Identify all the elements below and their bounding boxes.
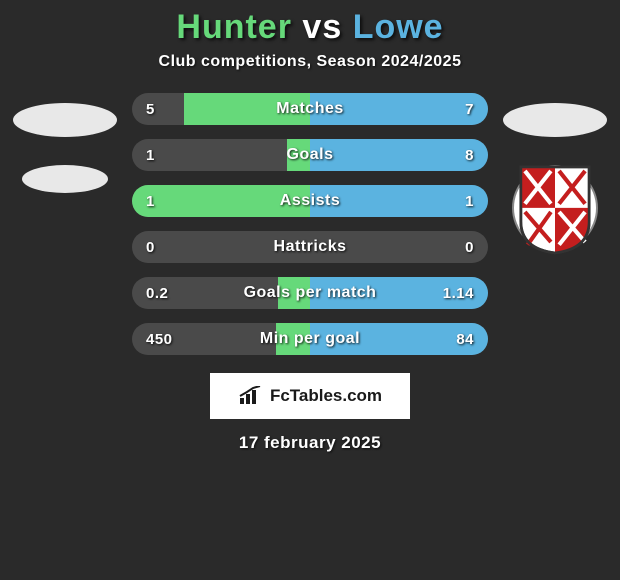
- player1-name: Hunter: [176, 8, 292, 46]
- stat-right-value: 84: [456, 331, 474, 348]
- vs-label: vs: [302, 8, 342, 46]
- content-area: 5 Matches 7 1 Goals 8 1 Assists 1 0 Hattricks 0 0.2 G…: [0, 93, 620, 355]
- stat-label: Goals per match: [244, 284, 377, 302]
- stat-row: 0 Hattricks 0: [132, 231, 488, 263]
- stat-right-value: 7: [465, 101, 474, 118]
- stat-left-value: 450: [146, 331, 173, 348]
- stat-left-value: 1: [146, 193, 155, 210]
- stat-right-value: 1.14: [443, 285, 474, 302]
- stat-left-value: 0: [146, 239, 155, 256]
- stat-row: 450 Min per goal 84: [132, 323, 488, 355]
- stat-left-value: 5: [146, 101, 155, 118]
- right-badge-column: [500, 93, 610, 251]
- stat-label: Matches: [276, 100, 344, 118]
- date-label: 17 february 2025: [0, 433, 620, 453]
- stat-left-value: 1: [146, 147, 155, 164]
- title-row: Hunter vs Lowe: [0, 0, 620, 53]
- club-crest: [512, 165, 598, 251]
- stat-right-value: 0: [465, 239, 474, 256]
- stat-row: 1 Assists 1: [132, 185, 488, 217]
- left-badge-column: [10, 93, 120, 193]
- branding-icon: [238, 386, 264, 406]
- player2-name: Lowe: [353, 8, 444, 46]
- stat-row: 0.2 Goals per match 1.14: [132, 277, 488, 309]
- stat-label: Min per goal: [260, 330, 360, 348]
- crest-icon: [514, 160, 596, 256]
- stat-right-value: 1: [465, 193, 474, 210]
- subtitle: Club competitions, Season 2024/2025: [0, 53, 620, 93]
- left-badge-placeholder-1: [13, 103, 117, 137]
- stat-right-value: 8: [465, 147, 474, 164]
- stat-row: 5 Matches 7: [132, 93, 488, 125]
- right-badge-placeholder: [503, 103, 607, 137]
- stat-label: Goals: [287, 146, 334, 164]
- stat-label: Hattricks: [274, 238, 347, 256]
- branding-badge: FcTables.com: [210, 373, 410, 419]
- stat-left-value: 0.2: [146, 285, 168, 302]
- stat-label: Assists: [280, 192, 340, 210]
- stats-column: 5 Matches 7 1 Goals 8 1 Assists 1 0 Hattricks 0 0.2 G…: [132, 93, 488, 355]
- left-badge-placeholder-2: [22, 165, 108, 193]
- branding-text: FcTables.com: [270, 386, 382, 406]
- stat-row: 1 Goals 8: [132, 139, 488, 171]
